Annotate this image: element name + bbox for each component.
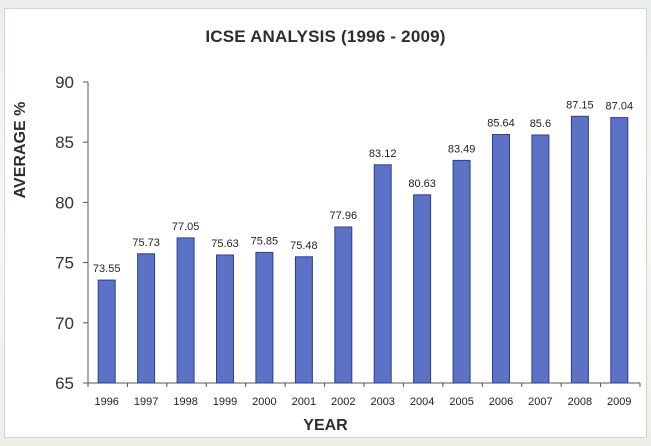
bar-value-label: 75.73	[132, 237, 160, 249]
bar-value-label: 73.55	[93, 263, 121, 275]
bar	[610, 117, 629, 384]
x-tick-label: 2008	[568, 396, 592, 408]
y-tick-label: 80	[55, 193, 74, 212]
labels: 1996 73.55 1997 75.73 1998 77.05 1999 75.63 2000…	[93, 99, 633, 408]
bar-value-label: 75.63	[211, 238, 239, 250]
bar	[176, 237, 195, 384]
x-tick-label: 2002	[331, 396, 355, 408]
x-tick-label: 1997	[134, 396, 158, 408]
y-tick-label: 65	[55, 374, 74, 393]
bar	[216, 254, 234, 384]
y-tick-label: 75	[55, 254, 74, 273]
y-tick-label: 85	[55, 133, 74, 152]
bars	[97, 115, 629, 384]
axes: 65 70 75 80 85 90	[55, 73, 641, 393]
bar	[413, 194, 432, 384]
bar-value-label: 75.48	[290, 240, 318, 252]
bar	[137, 253, 156, 384]
bar-value-label: 80.63	[408, 178, 436, 190]
bar	[492, 134, 510, 384]
x-tick-label: 2000	[252, 396, 276, 408]
x-tick-label: 2006	[489, 396, 513, 408]
bar-value-label: 83.12	[369, 148, 397, 160]
bar-value-label: 83.49	[448, 143, 476, 155]
bar-value-label: 85.6	[530, 118, 551, 130]
bar-value-label: 77.05	[172, 221, 200, 233]
x-tick-label: 2004	[410, 396, 434, 408]
bar	[452, 159, 471, 384]
x-tick-label: 2005	[449, 396, 473, 408]
y-tick-label: 70	[55, 314, 74, 333]
bar	[570, 115, 589, 384]
x-tick-label: 2007	[528, 396, 552, 408]
chart-title: ICSE ANALYSIS (1996 - 2009)	[205, 27, 446, 46]
x-tick-label: 2009	[607, 396, 631, 408]
x-tick-label: 1996	[94, 396, 118, 408]
bar	[373, 164, 392, 384]
bar	[334, 226, 353, 384]
x-tick-label: 2003	[370, 396, 394, 408]
bar	[255, 251, 274, 384]
y-tick-label: 90	[55, 73, 74, 92]
bar-value-label: 77.96	[330, 210, 358, 222]
bar-value-label: 75.85	[251, 235, 279, 247]
bar-value-label: 87.15	[566, 99, 594, 111]
x-tick-label: 2001	[292, 396, 316, 408]
x-tick-label: 1999	[213, 396, 237, 408]
bar-value-label: 85.64	[487, 118, 515, 130]
x-tick-label: 1998	[173, 396, 197, 408]
x-axis-label: YEAR	[303, 417, 348, 434]
bar-value-label: 87.04	[606, 101, 634, 113]
bar	[531, 134, 550, 384]
bar	[294, 256, 313, 384]
bar	[97, 279, 116, 384]
